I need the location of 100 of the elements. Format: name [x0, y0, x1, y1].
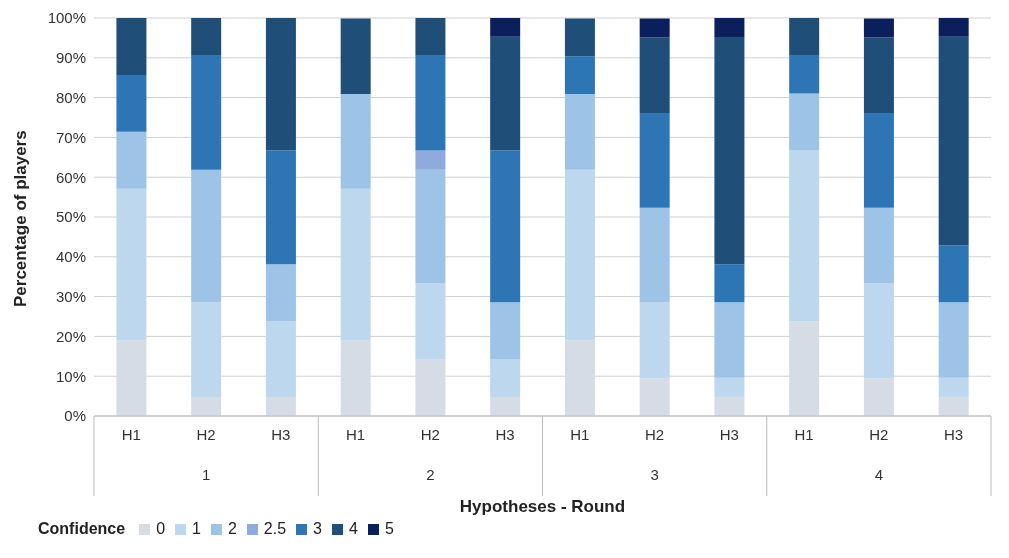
bar [863, 18, 894, 38]
x-tick-label: H3 [719, 426, 739, 443]
bar [564, 94, 595, 170]
y-tick-label: 50% [55, 208, 86, 226]
bar [265, 396, 296, 416]
bar [938, 18, 969, 37]
bar [639, 207, 670, 303]
bar [340, 94, 371, 189]
bar [116, 131, 147, 189]
x-tick-label: H3 [271, 426, 291, 443]
bar [639, 302, 670, 379]
bar [564, 18, 595, 57]
bar [191, 396, 222, 416]
legend-label: 0 [155, 520, 166, 538]
bar [564, 56, 595, 95]
bar [938, 302, 969, 378]
x-tick-label: H1 [121, 426, 141, 443]
y-tick-label: 80% [55, 88, 86, 106]
y-tick-label: 10% [55, 367, 86, 385]
x-tick-label: H2 [645, 426, 665, 443]
bar [340, 18, 371, 95]
x-axis-title: Hypotheses - Round [459, 497, 626, 516]
bar [265, 264, 296, 322]
bar [415, 55, 446, 151]
bar [789, 18, 820, 56]
text: 1 [201, 466, 211, 483]
text: 3 [650, 466, 659, 483]
x-tick-label: H3 [495, 426, 515, 443]
bar [340, 340, 371, 416]
y-tick-label: 100% [47, 9, 86, 27]
legend-label: 3 [312, 520, 322, 538]
bar [265, 150, 296, 265]
bar [191, 302, 222, 397]
bar [116, 18, 147, 75]
bar [639, 37, 670, 114]
legend-label: 1 [191, 520, 201, 538]
bar [191, 55, 222, 170]
x-tick-label: H2 [196, 426, 216, 443]
bar [490, 150, 521, 303]
y-tick-label: 30% [55, 287, 86, 305]
legend-label: 4 [348, 520, 358, 538]
y-axis-title: Percentage of players [11, 130, 31, 307]
bar [490, 396, 521, 416]
bar [191, 18, 222, 56]
y-tick-label: 0% [64, 407, 86, 425]
bar [789, 55, 820, 94]
bar [938, 245, 969, 303]
bar [714, 302, 745, 378]
bar [714, 18, 745, 38]
bar [415, 18, 446, 56]
bar [639, 378, 670, 416]
legend-label: 2.5 [262, 520, 287, 538]
bar [714, 377, 745, 397]
x-tick-label: H1 [794, 426, 814, 443]
legend-label: 5 [383, 520, 394, 538]
text: 2 [426, 466, 435, 483]
x-tick-label: H2 [869, 426, 889, 443]
y-tick-label: 70% [55, 128, 86, 146]
bar [639, 18, 670, 38]
bar [714, 37, 745, 265]
bar [116, 74, 147, 132]
bar [191, 169, 222, 303]
bar [564, 169, 595, 341]
bar [789, 93, 820, 151]
bar [789, 321, 820, 416]
bar [415, 150, 446, 170]
bar [938, 377, 969, 397]
bar [863, 283, 894, 379]
bar [415, 359, 446, 416]
bar [564, 340, 595, 416]
bar [789, 150, 820, 322]
y-tick-label: 90% [55, 49, 86, 67]
bar [265, 18, 296, 151]
x-tick-label: H2 [420, 426, 440, 443]
bar [415, 283, 446, 360]
bar [116, 188, 147, 341]
bar [116, 340, 147, 416]
legend-title: Confidence [38, 520, 126, 538]
bar [863, 378, 894, 416]
bar [863, 113, 894, 208]
bar [938, 36, 969, 246]
x-tick-label: H1 [346, 426, 366, 443]
bar [714, 264, 745, 303]
bar [490, 36, 521, 151]
bar [490, 302, 521, 360]
legend-label: 2 [226, 520, 237, 538]
bar [490, 359, 521, 397]
y-tick-label: 40% [55, 248, 86, 266]
bar [938, 396, 969, 416]
bar [714, 396, 745, 416]
text: 4 [874, 466, 884, 483]
y-tick-label: 20% [55, 327, 86, 345]
x-tick-label: H1 [570, 426, 590, 443]
bar [639, 113, 670, 208]
bar [415, 169, 446, 284]
y-tick-label: 60% [55, 168, 86, 186]
bar [863, 207, 894, 284]
bar [490, 18, 521, 37]
x-tick-label: H3 [944, 426, 964, 443]
bar [863, 37, 894, 114]
